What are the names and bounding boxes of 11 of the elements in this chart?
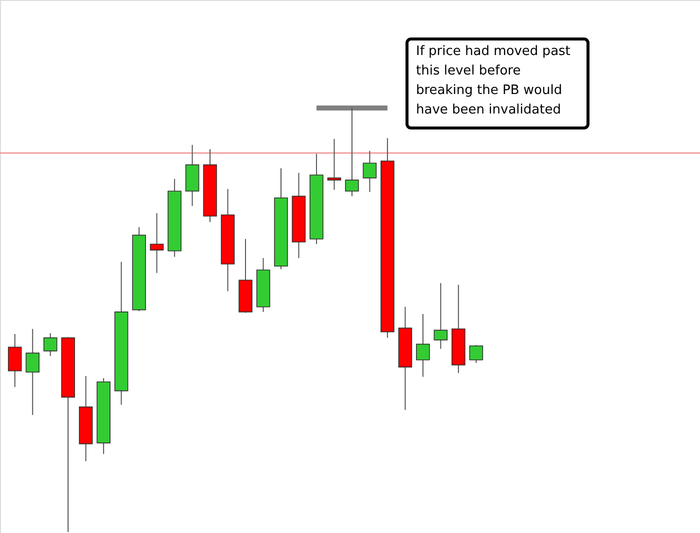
candlestick bbox=[416, 314, 430, 378]
candlestick bbox=[150, 212, 164, 274]
candlestick bbox=[434, 282, 448, 350]
candlestick bbox=[43, 332, 58, 357]
candlestick bbox=[345, 108, 359, 197]
candlestick bbox=[8, 333, 22, 388]
candlestick bbox=[26, 328, 40, 416]
annotation: If price had moved past this level before breaking the PB would have been invalidated bbox=[416, 44, 570, 118]
candlestick bbox=[362, 150, 377, 192]
candlestick bbox=[469, 344, 484, 364]
candlestick bbox=[327, 138, 342, 190]
